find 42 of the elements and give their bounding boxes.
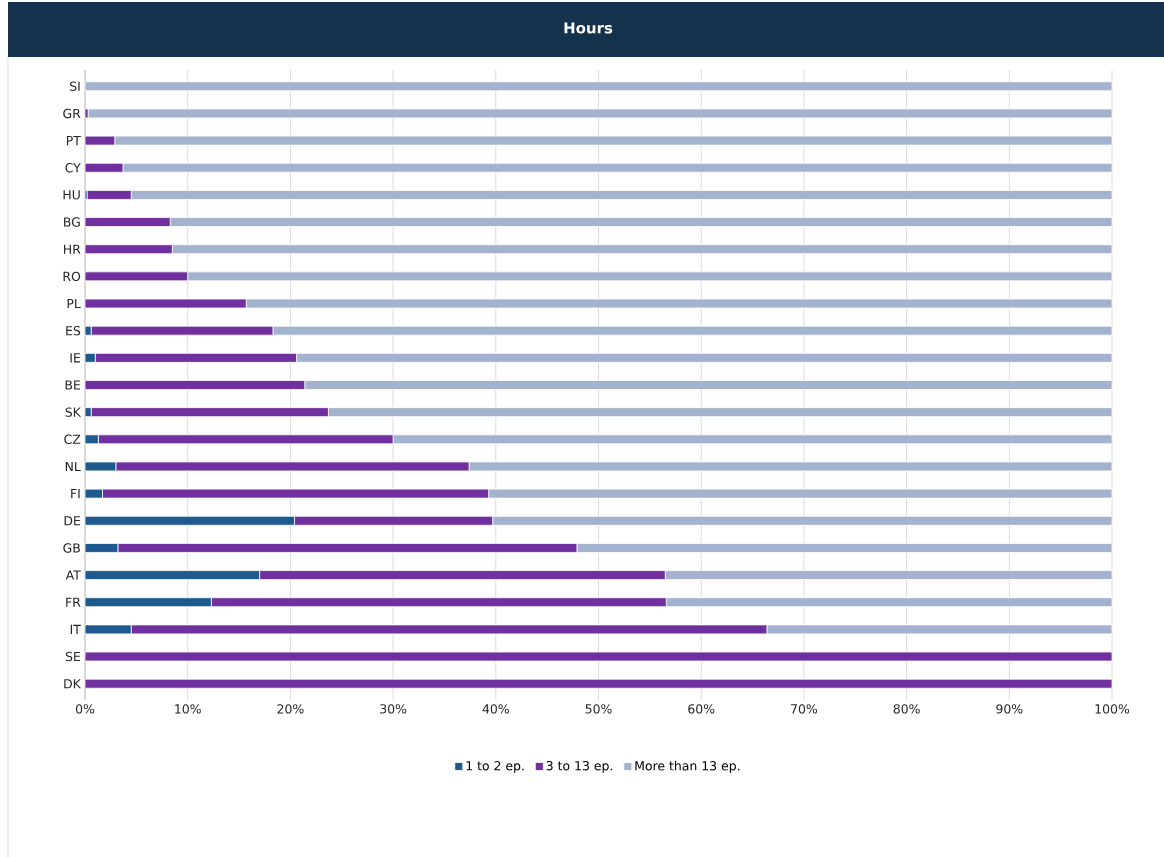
- legend-label: 1 to 2 ep.: [466, 760, 524, 773]
- y-tick-label: DK: [64, 679, 82, 689]
- y-tick-label: GR: [63, 108, 81, 119]
- y-tick-label: IT: [70, 624, 81, 634]
- y-tick-label: CZ: [64, 434, 81, 445]
- bar: [84, 651, 1113, 662]
- legend-label: 3 to 13 ep.: [546, 760, 613, 773]
- y-tick-label: NL: [65, 461, 81, 471]
- y-tick-label: RO: [63, 271, 81, 282]
- y-tick-label: BE: [65, 380, 81, 390]
- y-tick-label: CY: [65, 163, 81, 173]
- x-tick-label: 70%: [791, 704, 818, 714]
- y-tick-label: SK: [65, 407, 82, 417]
- x-tick-label: 80%: [893, 704, 920, 714]
- y-tick-label: DE: [64, 516, 81, 526]
- x-tick-label: 40%: [482, 704, 509, 714]
- bar: [87, 108, 1113, 119]
- y-tick-label: HU: [63, 190, 80, 200]
- y-tick-label: FI: [71, 489, 80, 499]
- x-tick-label: 90%: [996, 704, 1023, 714]
- x-tick-label: 30%: [380, 704, 407, 714]
- y-tick-label: HR: [64, 244, 81, 254]
- y-tick-label: ES: [66, 325, 81, 336]
- y-tick-label: GB: [63, 543, 80, 553]
- y-tick-label: BG: [64, 217, 80, 227]
- y-tick-label: IE: [70, 353, 81, 363]
- x-tick-label: 10%: [175, 704, 201, 714]
- x-tick-label: 20%: [277, 704, 304, 714]
- bar: [84, 678, 1113, 689]
- legend-label: More than 13 ep.: [635, 760, 740, 773]
- y-tick-label: SI: [70, 81, 80, 91]
- bar: [84, 81, 1113, 92]
- y-tick-label: SE: [65, 651, 81, 662]
- y-tick-label: PT: [66, 136, 81, 146]
- x-tick-label: 0%: [75, 704, 95, 714]
- y-tick-label: FR: [66, 597, 81, 607]
- y-tick-label: PL: [67, 298, 81, 309]
- chart-title: Hours: [564, 22, 613, 34]
- x-tick-label: 60%: [688, 704, 715, 714]
- x-tick-label: 50%: [585, 704, 612, 714]
- y-tick-label: AT: [65, 570, 81, 580]
- x-tick-label: 100%: [1095, 704, 1130, 714]
